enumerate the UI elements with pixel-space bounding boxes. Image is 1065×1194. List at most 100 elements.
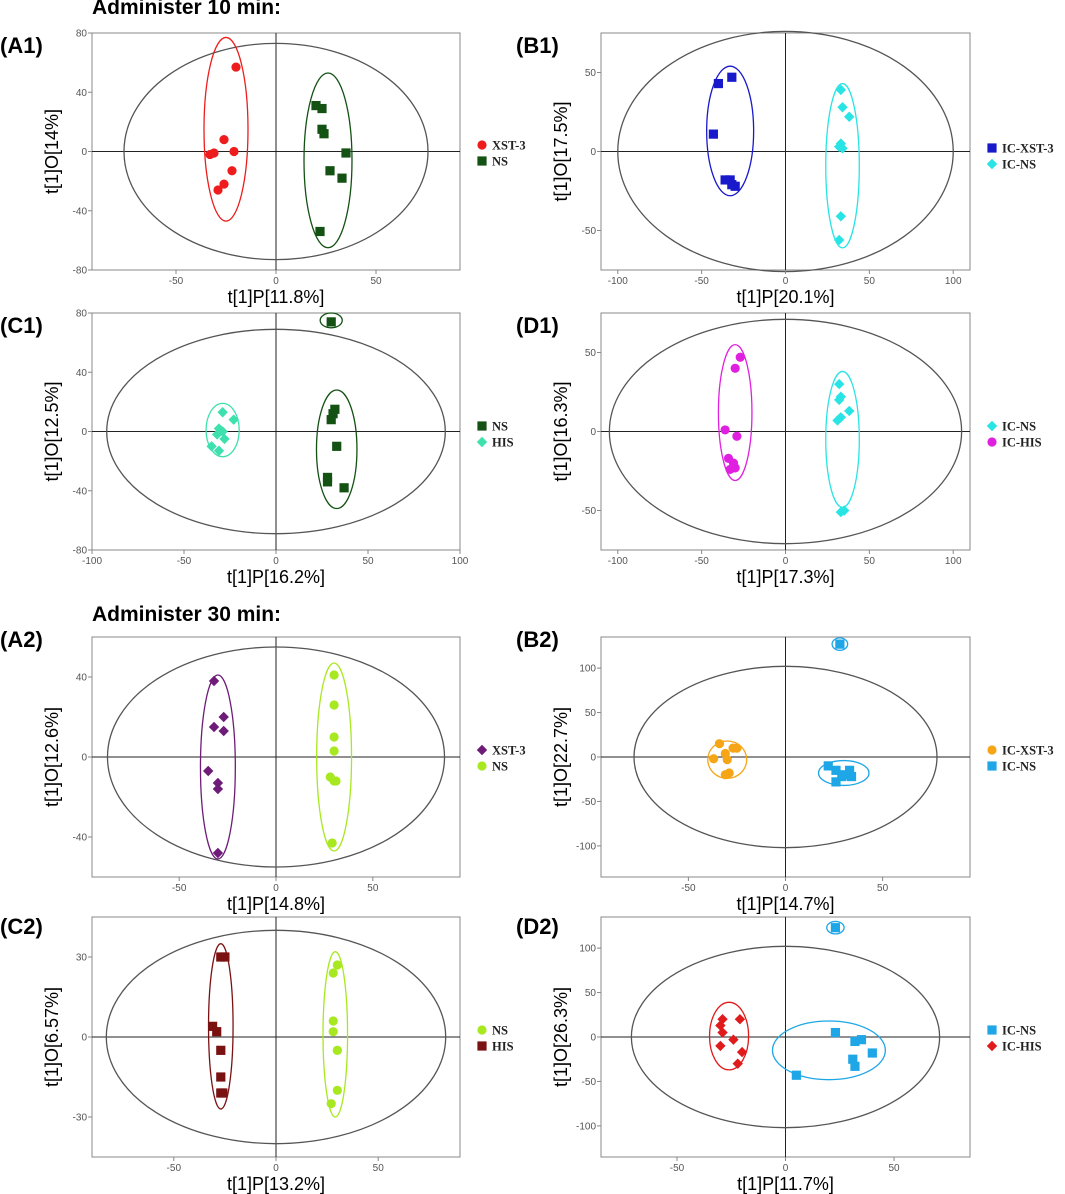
data-point (850, 1036, 860, 1047)
hotelling-ellipse (106, 328, 446, 535)
legend-label: IC-NS (1002, 760, 1036, 774)
series-ic-xst-3 (706, 65, 755, 197)
x-tick-label: -50 (172, 883, 187, 894)
data-point (311, 100, 321, 111)
data-point (332, 1085, 342, 1095)
group-ellipse (817, 759, 870, 787)
panel-b1: -100 -50 0 50 100 -50 0 50 t[1]P[20.1%] t[1]O[17.… (516, 30, 1054, 307)
data-point (213, 185, 223, 195)
data-point (209, 148, 219, 158)
data-point (326, 1099, 336, 1109)
y-tick-label: 40 (76, 368, 88, 379)
panel-b2: -50 0 50 -100 -50 0 50 100 t[1]P[14.7%] t[1]O[22.… (516, 627, 1054, 914)
legend-label: HIS (492, 436, 514, 450)
data-point (327, 838, 337, 848)
data-point (720, 425, 730, 435)
data-point (325, 166, 335, 176)
legend-marker (987, 1025, 997, 1035)
legend-marker (477, 1041, 487, 1051)
group-ellipse (706, 65, 755, 197)
outlier-ellipse (831, 637, 849, 651)
data-point (231, 62, 241, 72)
y-tick-label: -40 (73, 486, 88, 497)
data-point (835, 412, 847, 423)
data-point (833, 234, 845, 246)
data-point (329, 700, 339, 710)
data-point (835, 506, 847, 518)
series-ic-ns (771, 920, 886, 1081)
panel-d1: -100 -50 0 50 100 -50 0 50 t[1]P[17.3%] t[1]O[16.… (516, 312, 1042, 587)
group-ellipse (771, 1020, 886, 1081)
data-point (218, 725, 229, 737)
data-point (850, 1061, 860, 1071)
legend-marker (476, 744, 488, 756)
data-point (730, 363, 740, 373)
x-tick-label: -50 (694, 276, 709, 287)
y-axis-label: t[1]O[22.7%] (551, 707, 571, 807)
data-point (830, 923, 841, 933)
y-tick-label: 80 (76, 309, 88, 320)
x-tick-label: 100 (945, 276, 962, 287)
y-axis-label: t[1]O[14%] (42, 109, 62, 194)
panel-a2: -50 0 50 -40 0 40 t[1]P[14.8%] t[1]O[12.6%] (A2)… (0, 627, 526, 914)
data-point (830, 1027, 841, 1038)
data-point (736, 1046, 748, 1058)
data-point (856, 1035, 867, 1045)
y-tick-label: 50 (585, 348, 597, 359)
panel-label: (B2) (516, 627, 559, 652)
data-point (831, 777, 841, 787)
group-ellipse (199, 674, 236, 860)
y-tick-label: 0 (590, 147, 596, 158)
x-tick-label: 0 (273, 883, 279, 894)
series-ns (303, 72, 353, 249)
legend-marker (477, 140, 487, 150)
legend-label: XST-3 (492, 139, 526, 153)
y-tick-label: 100 (579, 944, 596, 955)
data-point (208, 1021, 218, 1031)
data-point (328, 409, 338, 419)
y-tick-label: -100 (576, 841, 596, 852)
series-ns (316, 662, 353, 852)
data-point (837, 771, 847, 782)
x-axis-label: t[1]P[16.2%] (227, 567, 325, 587)
legend-label: IC-HIS (1002, 1040, 1042, 1054)
y-tick-label: 0 (81, 147, 87, 158)
data-point (322, 477, 333, 487)
data-point (219, 179, 229, 189)
group-ellipse (717, 343, 753, 482)
x-tick-label: -50 (694, 556, 709, 567)
data-point (213, 445, 225, 456)
legend-label: XST-3 (492, 744, 526, 758)
data-point (727, 72, 737, 82)
x-axis-label: t[1]P[14.7%] (736, 894, 834, 914)
y-tick-label: 0 (590, 427, 596, 438)
group-ellipse (315, 389, 358, 510)
group-ellipse (322, 951, 349, 1118)
data-point (332, 1045, 342, 1055)
x-tick-label: 0 (273, 276, 279, 287)
data-point (328, 968, 338, 978)
series-ic-his (717, 343, 753, 482)
y-tick-label: -40 (73, 833, 88, 844)
legend-marker (987, 761, 997, 771)
data-point (218, 711, 229, 723)
data-point (837, 102, 848, 113)
panel-label: (D2) (516, 914, 559, 939)
hotelling-ellipse (633, 665, 938, 849)
hotelling-ellipse (630, 945, 941, 1129)
data-point (328, 1027, 338, 1037)
panel-label: (D1) (516, 313, 559, 338)
x-tick-label: 50 (370, 276, 382, 287)
data-point (835, 639, 845, 649)
data-point (720, 175, 730, 185)
y-axis-label: t[1]O[26.3%] (551, 987, 571, 1087)
legend-marker (476, 436, 488, 448)
data-point (823, 761, 833, 771)
data-point (206, 441, 217, 452)
x-axis-label: t[1]P[11.7%] (737, 1174, 834, 1194)
x-tick-label: 0 (783, 1163, 789, 1174)
x-tick-label: 50 (362, 556, 374, 567)
data-point (219, 135, 229, 145)
series-ns (315, 317, 358, 510)
